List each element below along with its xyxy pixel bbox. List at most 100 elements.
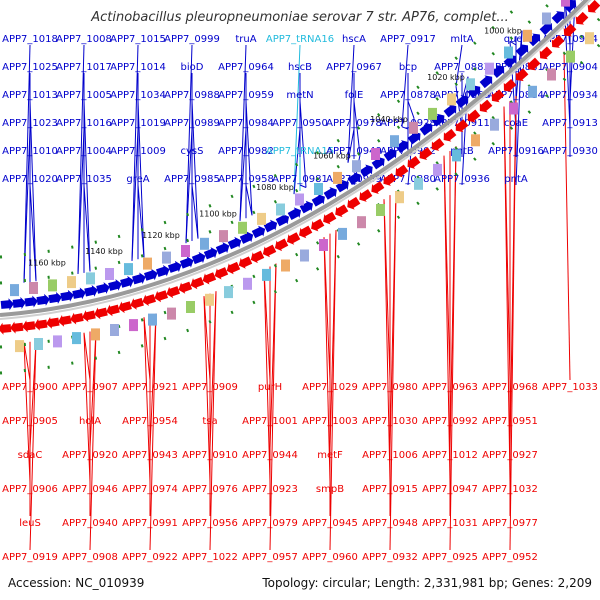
forward-leader-line (455, 44, 463, 87)
forward-arrow-shape (155, 264, 170, 277)
cds-block-forward (200, 237, 209, 250)
cds-block-reverse (414, 177, 423, 190)
cds-block-reverse (129, 319, 138, 332)
forward-gene-label: truA (235, 34, 256, 45)
forward-gene-label: APP7_1025 (2, 62, 58, 73)
reverse-leader-line (143, 317, 151, 483)
forward-gene-label: greA (126, 174, 149, 185)
reverse-leader-line (263, 269, 271, 483)
reverse-gene-arrow (455, 119, 469, 133)
reverse-gene-arrow (130, 297, 144, 310)
forward-gene-label: APP7_0978 (326, 118, 382, 129)
forward-arrow-shape (179, 256, 194, 269)
reverse-arrow-shape (467, 109, 481, 123)
cds-block-forward (67, 276, 76, 289)
forward-arrow-shape (347, 172, 361, 185)
forward-arrow-shape (132, 272, 146, 285)
reverse-gene-arrow (226, 261, 241, 275)
reverse-arrow-shape (46, 316, 60, 329)
reverse-leader-line (329, 230, 337, 551)
forward-leader-line (137, 100, 145, 258)
cds-block-forward (428, 107, 437, 120)
forward-gene-arrow (251, 225, 266, 239)
forward-gene-arrow (215, 242, 230, 255)
reverse-arrow-shape (214, 267, 229, 280)
reverse-gene-arrow (46, 316, 60, 329)
forward-gene-label: cysS (181, 146, 204, 157)
forward-arrow-shape (72, 287, 86, 300)
reverse-gene-label: APP7_0908 (62, 552, 118, 563)
reverse-arrow-shape (551, 35, 565, 48)
reverse-arrow-shape (371, 181, 385, 194)
cds-block-reverse (395, 191, 404, 204)
reverse-gene-label: APP7_0957 (242, 552, 298, 563)
forward-gene-label: APP7_1020 (2, 174, 58, 185)
forward-gene-arrow (287, 207, 302, 220)
forward-arrow-shape (491, 65, 505, 78)
kbp-tick-label: 1060 kbp (313, 152, 351, 161)
forward-gene-label: APP7_1034 (110, 90, 166, 101)
reverse-arrow-shape (335, 204, 349, 218)
kbp-tick-label: 1120 kbp (142, 231, 180, 240)
forward-gene-arrow (167, 260, 182, 273)
reverse-arrow-shape (106, 304, 120, 317)
reverse-leader-line (83, 332, 91, 483)
reverse-leader-line (209, 291, 217, 551)
reverse-leader-line (389, 190, 397, 551)
reverse-leader-line (269, 263, 277, 551)
forward-arrow-shape (335, 179, 349, 193)
forward-gene-arrow (275, 213, 290, 227)
forward-gene-label: APP7_0928 (380, 118, 436, 129)
reverse-gene-arrow (479, 99, 493, 113)
kbp-tick-label: 1040 kbp (370, 115, 408, 124)
cds-block-forward (29, 282, 38, 294)
reverse-arrow-shape (383, 173, 397, 186)
reverse-arrow-shape (286, 232, 301, 245)
reverse-gene-label: APP7_0956 (182, 518, 238, 529)
forward-gene-label: APP7_0999 (164, 34, 220, 45)
reverse-arrow-shape (527, 57, 541, 71)
forward-gene-label: APP7_1023 (2, 118, 58, 129)
reverse-gene-arrow (250, 250, 265, 264)
reverse-arrow-shape (419, 147, 433, 161)
forward-arrow-shape (431, 113, 445, 127)
forward-gene-label: APP7_0950 (272, 118, 328, 129)
forward-gene-arrow (515, 44, 529, 58)
cds-block-reverse (528, 85, 537, 98)
cds-block-forward (10, 284, 19, 297)
forward-arrow-shape (467, 85, 481, 99)
forward-arrow-shape (407, 131, 421, 145)
reverse-gene-arrow (515, 68, 529, 82)
cds-block-reverse (110, 324, 119, 336)
cds-block-reverse (148, 313, 157, 326)
forward-gene-arrow (36, 293, 50, 306)
cds-block-reverse (585, 32, 594, 45)
cds-block-forward (409, 121, 418, 134)
forward-gene-arrow (551, 11, 565, 24)
forward-arrow-shape (479, 75, 493, 89)
cds-block-forward (314, 183, 323, 195)
forward-leader-line (137, 184, 145, 258)
reverse-gene-label: leuS (19, 518, 41, 529)
reverse-arrow-shape (22, 320, 36, 333)
forward-gene-arrow (203, 247, 218, 260)
reverse-arrow-shape (10, 321, 24, 334)
forward-arrow-shape (419, 122, 433, 136)
topology-summary: Topology: circular; Length: 2,331,981 bp… (262, 576, 592, 590)
forward-arrow-shape (455, 95, 469, 108)
reverse-leader-line (89, 330, 97, 551)
forward-gene-arrow (0, 298, 14, 311)
forward-arrow-shape (96, 282, 110, 294)
cds-block-reverse (205, 293, 214, 306)
cds-block-forward (295, 193, 304, 206)
forward-gene-arrow (479, 75, 493, 89)
reverse-gene-arrow (323, 211, 337, 225)
forward-arrow-shape (24, 295, 38, 308)
reverse-arrow-shape (34, 318, 48, 331)
reverse-gene-label: APP7_0992 (422, 416, 478, 427)
forward-leader-line (191, 100, 199, 239)
reverse-gene-arrow (563, 23, 577, 37)
forward-leader-line (77, 44, 85, 275)
